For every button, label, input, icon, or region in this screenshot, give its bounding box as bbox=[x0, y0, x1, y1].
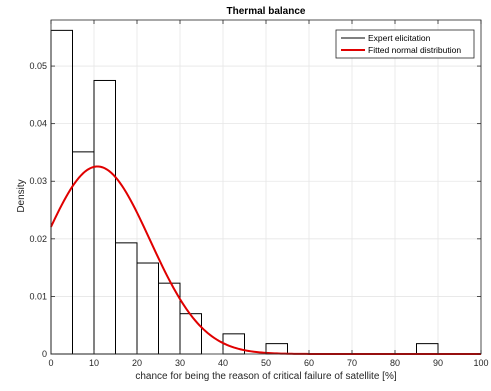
y-axis-label: Density bbox=[16, 179, 27, 212]
legend-label-fitted: Fitted normal distribution bbox=[368, 45, 461, 55]
x-tick-label: 50 bbox=[261, 358, 271, 368]
y-tick-label: 0 bbox=[42, 349, 47, 359]
histogram-bar bbox=[416, 343, 439, 355]
axes bbox=[50, 19, 482, 355]
x-tick-label: 100 bbox=[473, 358, 488, 368]
legend: Expert elicitation Fitted normal distrib… bbox=[335, 29, 475, 59]
x-tick-label: 10 bbox=[89, 358, 99, 368]
x-tick-label: 0 bbox=[48, 358, 53, 368]
legend-box bbox=[335, 29, 475, 59]
tick-labels: 0 10 20 30 40 50 60 70 80 90 100 0 0.01 0.02 0.03 0.04 0… bbox=[29, 61, 488, 368]
x-tick-label: 20 bbox=[132, 358, 142, 368]
y-tick-label: 0.04 bbox=[29, 119, 47, 129]
x-tick-label: 60 bbox=[304, 358, 314, 368]
x-tick-label: 30 bbox=[175, 358, 185, 368]
y-tick-label: 0.03 bbox=[29, 176, 47, 186]
chart-title: Thermal balance bbox=[227, 6, 306, 17]
x-tick-label: 40 bbox=[218, 358, 228, 368]
x-axis-label: chance for being the reason of critical … bbox=[135, 371, 396, 382]
x-tick-label: 90 bbox=[433, 358, 443, 368]
histogram-bar bbox=[115, 242, 138, 355]
y-tick-label: 0.01 bbox=[29, 291, 47, 301]
histogram-bar bbox=[179, 313, 202, 355]
histogram-bar bbox=[136, 262, 159, 355]
legend-label-histogram: Expert elicitation bbox=[368, 33, 431, 43]
x-tick-label: 80 bbox=[390, 358, 400, 368]
y-tick-label: 0.02 bbox=[29, 234, 47, 244]
y-tick-label: 0.05 bbox=[29, 61, 47, 71]
histogram-bar bbox=[93, 79, 116, 355]
x-tick-label: 70 bbox=[347, 358, 357, 368]
